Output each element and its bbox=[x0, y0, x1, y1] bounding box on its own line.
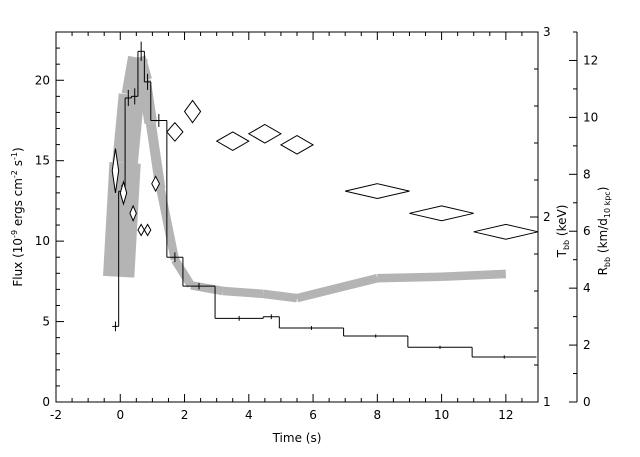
kt-diamond bbox=[183, 99, 202, 124]
radius-tick-label: 4 bbox=[583, 281, 591, 295]
kt-diamond bbox=[409, 205, 474, 222]
kt-diamond bbox=[143, 223, 152, 237]
kt-diamond bbox=[215, 131, 250, 151]
x-tick-label: 8 bbox=[374, 408, 382, 422]
kt-tick-label: 3 bbox=[543, 25, 551, 39]
kt-diamond bbox=[137, 223, 145, 237]
radius-band-segment bbox=[295, 274, 379, 303]
kt-diamond bbox=[473, 223, 539, 240]
radius-band-segment bbox=[130, 55, 152, 83]
radius-band-layer bbox=[103, 55, 507, 303]
x-tick-label: 4 bbox=[245, 408, 253, 422]
x-tick-label: 12 bbox=[498, 408, 513, 422]
kt-diamond bbox=[279, 135, 315, 155]
temperature-diamond-layer bbox=[111, 99, 539, 240]
kt-diamond bbox=[119, 180, 128, 206]
radius-band-segment bbox=[156, 187, 180, 261]
radius-tick-label: 6 bbox=[583, 224, 591, 238]
radius-band-segment bbox=[103, 162, 141, 278]
x-tick-label: 6 bbox=[309, 408, 317, 422]
radius-tick-label: 2 bbox=[583, 338, 591, 352]
x-tick-label: 10 bbox=[434, 408, 449, 422]
flux-tick-label: 15 bbox=[35, 154, 50, 168]
kt-diamond bbox=[151, 175, 161, 193]
kt-diamond bbox=[111, 148, 120, 194]
x-tick-label: -2 bbox=[50, 408, 62, 422]
radius-tick-label: 10 bbox=[583, 110, 598, 124]
kt-tick-label: 2 bbox=[543, 210, 551, 224]
radius-band-segment bbox=[138, 79, 158, 125]
kt-tick-label: 1 bbox=[543, 395, 551, 409]
kt-diamond bbox=[166, 121, 184, 142]
kt-diamond bbox=[129, 204, 137, 222]
radius-tick-label: 8 bbox=[583, 167, 591, 181]
radius-tick-label: 12 bbox=[583, 53, 598, 67]
radius-band-segment bbox=[112, 93, 145, 165]
radius-band-segment bbox=[222, 286, 264, 299]
flux-step-layer bbox=[112, 41, 537, 359]
kt-diamond bbox=[247, 123, 282, 144]
radius-axis-title: Rbb (km/d10 kpc) bbox=[596, 187, 612, 276]
flux-tick-label: 10 bbox=[35, 234, 50, 248]
flux-tick-label: 20 bbox=[35, 73, 50, 87]
flux-tick-label: 5 bbox=[42, 315, 50, 329]
kt-diamond bbox=[345, 183, 410, 200]
radius-band-segment bbox=[377, 272, 442, 283]
x-tick-label: 0 bbox=[116, 408, 124, 422]
radius-band-segment bbox=[441, 269, 507, 282]
kt-axis-title: Tbb (keV) bbox=[555, 205, 571, 259]
x-axis-title: Time (s) bbox=[272, 431, 322, 445]
radius-band-segment bbox=[262, 289, 298, 303]
x-tick-label: 2 bbox=[181, 408, 189, 422]
radius-tick-label: 0 bbox=[583, 395, 591, 409]
flux-tick-label: 0 bbox=[42, 395, 50, 409]
left-axis-title: Flux (10-9 ergs cm-2 s-1) bbox=[10, 147, 25, 286]
radius-band-segment bbox=[145, 122, 166, 190]
